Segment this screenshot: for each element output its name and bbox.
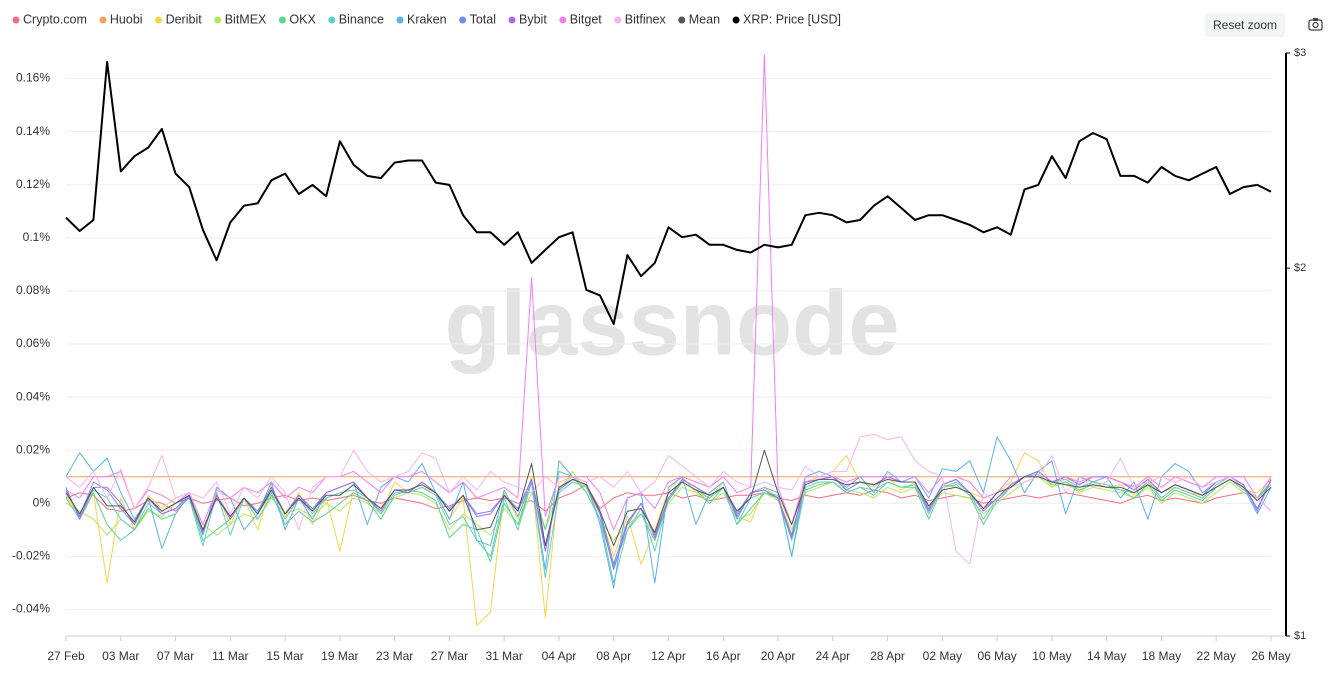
legend-item[interactable]: Bitget (559, 12, 602, 26)
x-tick-label: 31 Mar (486, 649, 523, 663)
legend-label: Deribit (166, 12, 203, 26)
legend-marker (732, 16, 740, 24)
y2-tick-label: $1 (1294, 630, 1306, 642)
y-tick-label: 0.02% (16, 442, 50, 456)
y-tick-label: -0.02% (12, 549, 50, 563)
legend-marker (214, 16, 222, 24)
y-tick-label: 0% (33, 495, 51, 509)
legend-item[interactable]: Kraken (396, 12, 447, 26)
x-tick-label: 20 Apr (761, 649, 796, 663)
watermark: glassnode (444, 272, 899, 374)
x-tick-label: 27 Mar (431, 649, 468, 663)
legend-item[interactable]: Total (459, 12, 496, 26)
legend-label: Kraken (407, 12, 447, 26)
x-tick-label: 10 May (1032, 649, 1071, 663)
x-tick-label: 12 Apr (651, 649, 686, 663)
legend-item[interactable]: XRP: Price [USD] (732, 12, 841, 26)
y-tick-label: -0.04% (12, 602, 50, 616)
x-tick-label: 04 Apr (542, 649, 577, 663)
legend-marker (678, 16, 686, 24)
y-tick-label: 0.12% (16, 177, 50, 191)
x-tick-label: 22 May (1197, 649, 1236, 663)
funding-line (65, 54, 1272, 531)
x-tick-label: 03 Mar (102, 649, 139, 663)
x-tick-label: 24 Apr (815, 649, 850, 663)
funding-line (65, 436, 1272, 589)
x-tick-label: 16 Apr (706, 649, 741, 663)
legend-marker (155, 16, 163, 24)
reset-zoom-button[interactable]: Reset zoom (1205, 13, 1285, 37)
y2-tick-label: $2 (1294, 262, 1306, 274)
y-tick-label: 0.06% (16, 336, 50, 350)
price-line (65, 60, 1272, 326)
funding-line (65, 433, 1272, 565)
x-tick-label: 27 Feb (47, 649, 85, 663)
funding-line (65, 470, 1272, 571)
legend-item[interactable]: OKX (278, 12, 317, 26)
legend-item[interactable]: Mean (678, 12, 720, 26)
legend-marker (508, 16, 516, 24)
legend-item[interactable]: Bitfinex (614, 12, 667, 26)
legend-label: Total (470, 12, 496, 26)
legend-label: Huobi (110, 12, 143, 26)
legend-label: Crypto.com (23, 12, 87, 26)
y-tick-label: 0.1% (23, 230, 51, 244)
legend-item[interactable]: Huobi (99, 12, 143, 26)
x-tick-label: 02 May (923, 649, 962, 663)
x-tick-label: 06 May (977, 649, 1016, 663)
legend-marker (99, 16, 107, 24)
y-tick-label: 0.16% (16, 71, 50, 85)
legend-item[interactable]: Binance (328, 12, 384, 26)
x-tick-label: 18 May (1142, 649, 1181, 663)
legend-marker (12, 16, 20, 24)
y2-tick-label: $3 (1294, 47, 1306, 59)
x-tick-label: 23 Mar (376, 649, 413, 663)
legend-marker (614, 16, 622, 24)
legend-label: Bitget (570, 12, 602, 26)
legend-item[interactable]: Bybit (508, 12, 548, 26)
legend-label: XRP: Price [USD] (743, 12, 841, 26)
legend-label: Binance (339, 12, 384, 26)
legend-item[interactable]: Deribit (155, 12, 202, 26)
legend-marker (459, 16, 467, 24)
legend-label: Bybit (519, 12, 547, 26)
legend-marker (278, 16, 286, 24)
y-tick-label: 0.14% (16, 124, 50, 138)
x-tick-label: 28 Apr (870, 649, 905, 663)
funding-line (65, 470, 1272, 568)
x-tick-label: 11 Mar (212, 649, 248, 663)
legend-label: BitMEX (225, 12, 267, 26)
x-tick-label: 15 Mar (266, 649, 303, 663)
legend-marker (328, 16, 336, 24)
x-tick-label: 14 May (1087, 649, 1126, 663)
legend-label: Bitfinex (625, 12, 667, 26)
legend-item[interactable]: Crypto.com (12, 12, 87, 26)
y-tick-label: 0.04% (16, 389, 50, 403)
x-tick-label: 26 May (1251, 649, 1290, 663)
legend-label: Mean (689, 12, 720, 26)
legend-label: OKX (289, 12, 316, 26)
camera-icon[interactable] (1308, 18, 1323, 31)
y-tick-label: 0.08% (16, 283, 50, 297)
legend-marker (559, 16, 567, 24)
legend-item[interactable]: BitMEX (214, 12, 267, 26)
funding-line (65, 449, 1272, 547)
x-tick-label: 08 Apr (596, 649, 631, 663)
x-tick-label: 07 Mar (157, 649, 194, 663)
legend-marker (396, 16, 404, 24)
x-tick-label: 19 Mar (321, 649, 358, 663)
